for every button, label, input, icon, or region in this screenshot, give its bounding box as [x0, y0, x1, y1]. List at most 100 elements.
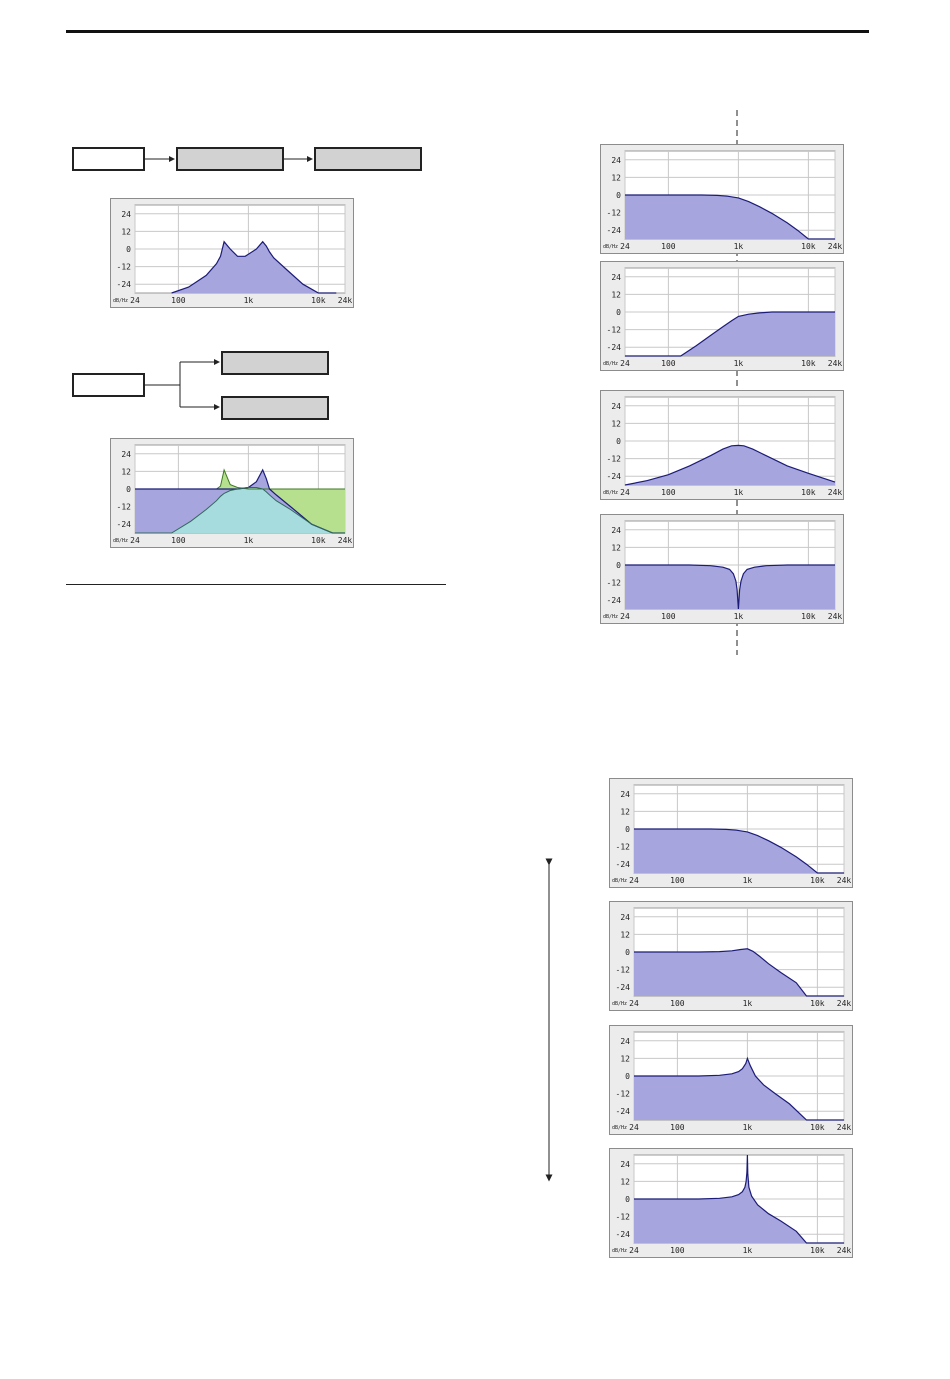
- x-tick-label: 1k: [734, 488, 744, 497]
- parallel-response-chart: 24 12 0 -12 -24 24 100 1k 10k 24k dB/Hz: [110, 438, 354, 548]
- y-tick-label: -12: [607, 455, 622, 464]
- overlap-curve: [135, 487, 345, 534]
- x-tick-label: 10k: [801, 359, 816, 368]
- x-tick-label: 24k: [837, 876, 852, 885]
- resonance-chart-3: 24 12 0 -12 -24 24 100 1k 10k 24k dB/Hz: [609, 1148, 853, 1258]
- y-tick-label: -24: [616, 983, 631, 992]
- x-tick-label: 10k: [810, 876, 825, 885]
- x-tick-label: 100: [661, 612, 676, 621]
- y-tick-label: -12: [607, 326, 622, 335]
- x-tick-label: 100: [670, 999, 685, 1008]
- unit-label: dB/Hz: [612, 1248, 627, 1254]
- x-tick-label: 24k: [828, 488, 843, 497]
- unit-label: dB/Hz: [603, 490, 618, 496]
- y-tick-label: 0: [616, 561, 621, 570]
- response-curve: [634, 948, 844, 997]
- unit-label: dB/Hz: [612, 1001, 627, 1007]
- y-tick-label: 0: [625, 1195, 630, 1204]
- x-tick-label: 24k: [837, 1246, 852, 1255]
- overlap-area: [135, 487, 345, 533]
- response-area: [625, 445, 835, 485]
- x-tick-label: 1k: [734, 242, 744, 251]
- x-tick-label: 10k: [801, 242, 816, 251]
- y-tick-label: 0: [616, 437, 621, 446]
- y-tick-label: 0: [616, 308, 621, 317]
- x-tick-label: 24: [629, 876, 639, 885]
- bpf-chart: 24 12 0 -12 -24 24 100 1k 10k 24k dB/Hz: [600, 390, 844, 500]
- y-tick-label: 24: [611, 526, 621, 535]
- y-tick-label: 12: [121, 227, 131, 236]
- response-area: [634, 829, 844, 873]
- response-curve: [625, 564, 835, 610]
- x-tick-label: 24: [629, 1123, 639, 1132]
- x-tick-label: 1k: [244, 296, 254, 305]
- top-rule: [66, 30, 869, 33]
- x-tick-label: 100: [670, 1246, 685, 1255]
- y-tick-label: -24: [607, 472, 622, 481]
- response-area: [634, 1058, 844, 1120]
- x-tick-label: 24k: [338, 296, 353, 305]
- unit-label: dB/Hz: [113, 298, 128, 304]
- response-curve: [624, 444, 836, 486]
- parallel-filter-a-block: [221, 351, 329, 375]
- x-tick-label: 24k: [338, 536, 353, 545]
- x-tick-label: 24k: [828, 612, 843, 621]
- x-tick-label: 1k: [743, 1246, 753, 1255]
- series-input-block: [72, 147, 145, 171]
- y-tick-label: 0: [616, 191, 621, 200]
- y-tick-label: 24: [611, 402, 621, 411]
- x-tick-label: 24: [629, 999, 639, 1008]
- x-tick-label: 100: [670, 1123, 685, 1132]
- response-area: [625, 195, 835, 239]
- resonance-chart-0: 24 12 0 -12 -24 24 100 1k 10k 24k dB/Hz: [609, 778, 853, 888]
- x-tick-label: 24k: [837, 1123, 852, 1132]
- parallel-filter-b-block: [221, 396, 329, 420]
- section-rule: [66, 584, 446, 585]
- x-tick-label: 100: [661, 359, 676, 368]
- y-tick-label: 24: [620, 913, 630, 922]
- x-tick-label: 24k: [828, 359, 843, 368]
- x-tick-label: 100: [670, 876, 685, 885]
- x-tick-label: 24: [629, 1246, 639, 1255]
- x-tick-label: 100: [171, 296, 186, 305]
- y-tick-label: -24: [607, 343, 622, 352]
- response-curve: [171, 240, 337, 294]
- response-area: [625, 312, 835, 356]
- response-curve: [634, 828, 844, 874]
- resonance-chart-2: 24 12 0 -12 -24 24 100 1k 10k 24k dB/Hz: [609, 1025, 853, 1135]
- y-tick-label: -24: [607, 596, 622, 605]
- y-tick-label: -24: [117, 520, 132, 529]
- x-tick-label: 10k: [801, 488, 816, 497]
- x-tick-label: 10k: [311, 296, 326, 305]
- response-area: [634, 948, 844, 996]
- response-curve: [634, 1154, 844, 1244]
- x-tick-label: 100: [661, 488, 676, 497]
- x-tick-label: 100: [661, 242, 676, 251]
- x-tick-label: 24k: [837, 999, 852, 1008]
- y-tick-label: 0: [625, 1072, 630, 1081]
- unit-label: dB/Hz: [612, 878, 627, 884]
- y-tick-label: 24: [611, 156, 621, 165]
- x-tick-label: 1k: [743, 876, 753, 885]
- response-area: [625, 565, 835, 609]
- y-tick-label: 24: [620, 1037, 630, 1046]
- y-tick-label: -24: [117, 280, 132, 289]
- resonance-chart-1: 24 12 0 -12 -24 24 100 1k 10k 24k dB/Hz: [609, 901, 853, 1011]
- y-tick-label: -12: [616, 966, 631, 975]
- x-tick-label: 10k: [311, 536, 326, 545]
- x-tick-label: 24k: [828, 242, 843, 251]
- y-tick-label: -24: [616, 1107, 631, 1116]
- y-tick-label: 24: [611, 273, 621, 282]
- y-tick-label: 24: [121, 210, 131, 219]
- y-tick-label: -24: [616, 1230, 631, 1239]
- x-tick-label: 24: [130, 296, 140, 305]
- y-tick-label: 12: [611, 419, 621, 428]
- x-tick-label: 10k: [810, 1246, 825, 1255]
- y-tick-label: -24: [607, 226, 622, 235]
- response-curve: [625, 194, 835, 240]
- y-tick-label: 24: [620, 790, 630, 799]
- y-tick-label: 12: [611, 290, 621, 299]
- unit-label: dB/Hz: [612, 1125, 627, 1131]
- y-tick-label: -12: [616, 843, 631, 852]
- y-tick-label: 0: [625, 948, 630, 957]
